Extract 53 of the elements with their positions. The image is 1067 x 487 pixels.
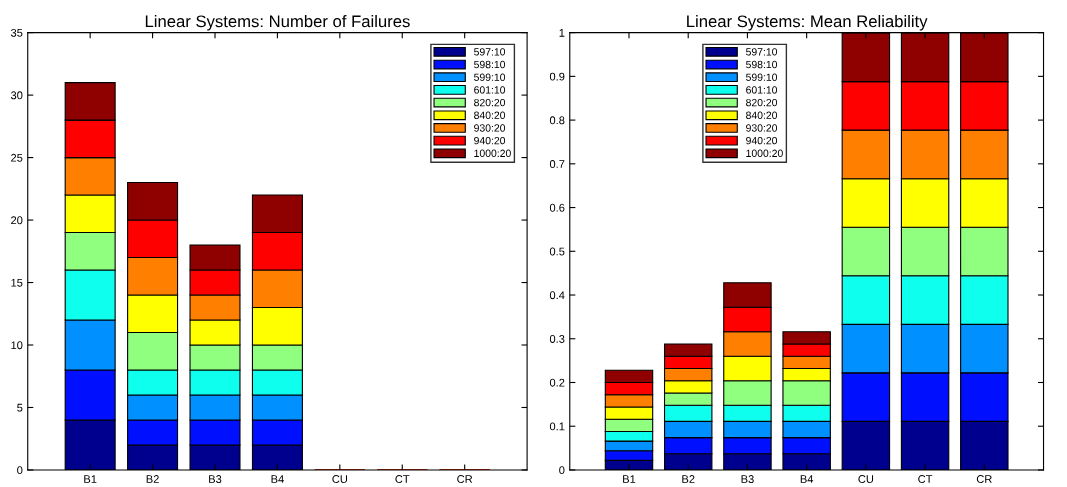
y-tick-label: 0.4 xyxy=(549,291,565,300)
legend-label: 601:10 xyxy=(746,86,778,94)
legend-label: 940:20 xyxy=(746,136,778,145)
x-tick-label: CT xyxy=(918,475,933,483)
x-tick-label: B2 xyxy=(146,475,159,483)
y-tick-label: 0.8 xyxy=(549,116,565,125)
legend-label: 598:10 xyxy=(474,60,506,69)
y-tick-label: 35 xyxy=(10,28,23,37)
legend-label: 1000:20 xyxy=(746,149,783,157)
chart-title: Linear Systems: Number of Failures xyxy=(145,15,410,31)
y-tick-label: 10 xyxy=(11,341,23,350)
y-tick-label: 20 xyxy=(11,216,23,225)
x-tick-label: CU xyxy=(332,475,348,483)
x-tick-label: CT xyxy=(395,475,410,483)
y-tick-label: 0.9 xyxy=(549,72,565,81)
legend-label: 840:20 xyxy=(474,111,506,119)
legend-label: 940:20 xyxy=(474,136,506,145)
chart-title: Linear Systems: Mean Reliability xyxy=(687,15,928,31)
x-tick-label: B2 xyxy=(682,475,695,483)
y-tick-label: 1 xyxy=(559,29,565,37)
x-tick-label: B4 xyxy=(271,475,284,483)
legend-label: 598:10 xyxy=(746,60,778,69)
legend-label: 930:20 xyxy=(746,124,778,132)
y-tick-label: 0.1 xyxy=(549,422,565,431)
y-tick-label: 0 xyxy=(17,466,23,475)
y-tick-label: 0.2 xyxy=(549,378,565,387)
legend-label: 930:20 xyxy=(474,124,506,132)
y-tick-label: 0.3 xyxy=(549,335,565,343)
y-tick-label: 30 xyxy=(10,91,23,100)
y-tick-label: 5 xyxy=(17,403,23,412)
x-tick-label: CR xyxy=(976,475,992,483)
x-tick-label: B4 xyxy=(800,475,814,483)
legend-label: 599:10 xyxy=(746,73,778,81)
y-tick-label: 0.7 xyxy=(549,160,565,168)
y-tick-label: 0.5 xyxy=(549,247,565,256)
x-tick-label: B1 xyxy=(623,475,636,483)
y-tick-label: 15 xyxy=(11,278,23,287)
x-tick-label: CR xyxy=(457,475,473,483)
legend-label: 597:10 xyxy=(474,48,506,56)
y-tick-label: 0.6 xyxy=(549,203,565,212)
x-tick-label: CU xyxy=(858,475,874,483)
legend-label: 840:20 xyxy=(746,111,778,119)
legend-label: 601:10 xyxy=(474,86,506,94)
x-tick-label: B3 xyxy=(741,475,754,483)
x-tick-label: B1 xyxy=(84,475,97,483)
legend-label: 599:10 xyxy=(474,73,506,81)
legend-label: 820:20 xyxy=(746,98,778,107)
legend-label: 820:20 xyxy=(474,98,506,107)
legend-label: 1000:20 xyxy=(474,149,511,157)
y-tick-label: 0 xyxy=(559,466,565,475)
y-tick-label: 25 xyxy=(11,153,23,162)
x-tick-label: B3 xyxy=(209,475,222,483)
legend-label: 597:10 xyxy=(746,48,778,56)
